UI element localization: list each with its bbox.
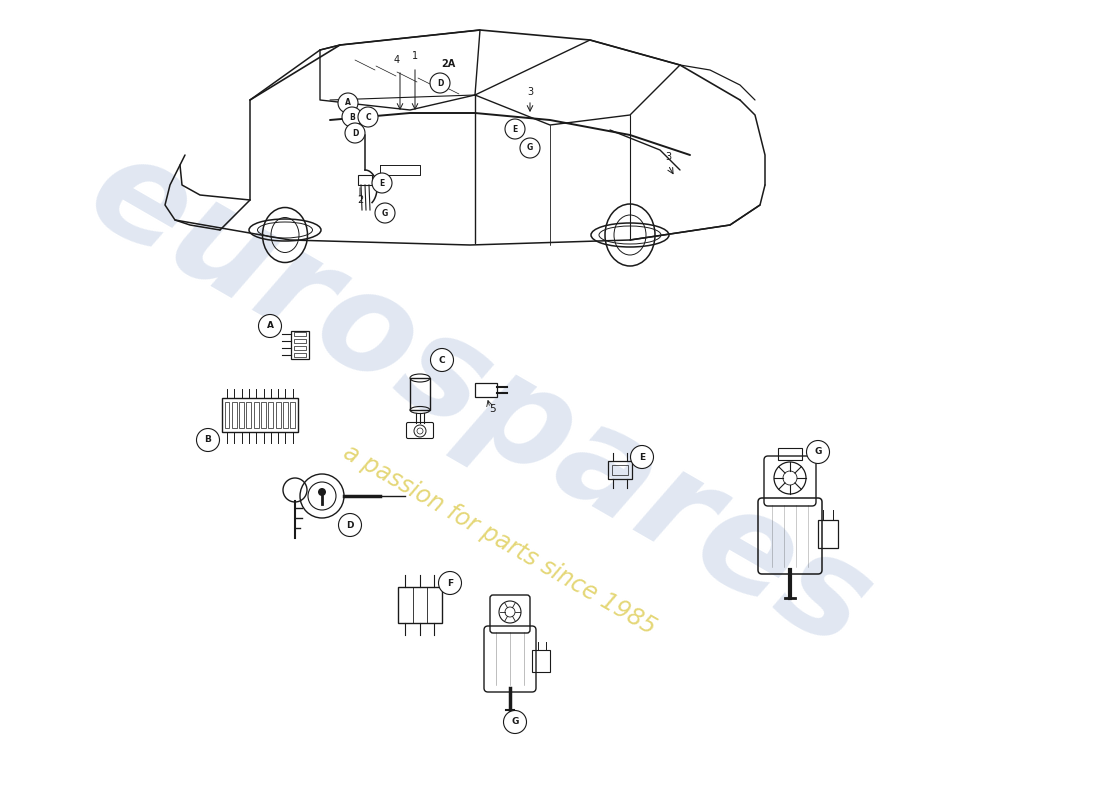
Text: eurospares: eurospares — [66, 122, 894, 678]
Text: B: B — [349, 113, 355, 122]
Text: E: E — [639, 453, 645, 462]
Text: G: G — [382, 209, 388, 218]
Circle shape — [504, 710, 527, 734]
Circle shape — [430, 73, 450, 93]
Circle shape — [439, 571, 462, 594]
Circle shape — [358, 107, 378, 127]
Bar — [254, 402, 258, 428]
Bar — [532, 650, 550, 672]
Bar — [294, 353, 306, 357]
Circle shape — [505, 119, 525, 139]
Bar — [224, 402, 230, 428]
Text: D: D — [346, 521, 354, 530]
Circle shape — [375, 203, 395, 223]
Bar — [261, 402, 266, 428]
Bar — [268, 402, 273, 428]
Bar — [818, 520, 838, 548]
Text: F: F — [447, 578, 453, 587]
Text: G: G — [527, 143, 534, 153]
Text: 2: 2 — [356, 195, 363, 205]
Bar — [612, 465, 628, 475]
Bar — [398, 587, 442, 623]
Bar — [246, 402, 252, 428]
Circle shape — [339, 514, 362, 537]
Text: 3: 3 — [664, 152, 671, 162]
Bar — [232, 402, 236, 428]
Circle shape — [345, 123, 365, 143]
Text: C: C — [365, 113, 371, 122]
Text: 1: 1 — [411, 51, 418, 61]
Text: 3: 3 — [527, 87, 534, 97]
Bar — [290, 402, 295, 428]
Text: B: B — [205, 435, 211, 445]
Text: 4: 4 — [394, 55, 400, 65]
Text: G: G — [814, 447, 822, 457]
Circle shape — [520, 138, 540, 158]
Bar — [292, 331, 309, 359]
Bar — [475, 383, 497, 397]
Text: G: G — [512, 718, 519, 726]
Text: E: E — [379, 178, 385, 187]
Text: D: D — [437, 78, 443, 87]
Circle shape — [338, 93, 358, 113]
Bar — [294, 346, 306, 350]
Circle shape — [318, 488, 326, 496]
Circle shape — [630, 446, 653, 469]
Circle shape — [342, 107, 362, 127]
Bar — [294, 339, 306, 343]
Circle shape — [197, 429, 220, 451]
Text: C: C — [439, 355, 446, 365]
Text: E: E — [513, 125, 518, 134]
Bar — [239, 402, 244, 428]
Circle shape — [430, 349, 453, 371]
Text: A: A — [345, 98, 351, 107]
Text: D: D — [352, 129, 359, 138]
Bar — [294, 332, 306, 336]
Bar — [276, 402, 280, 428]
Bar — [283, 402, 288, 428]
Text: a passion for parts since 1985: a passion for parts since 1985 — [340, 440, 660, 640]
Bar — [778, 448, 802, 460]
Text: A: A — [266, 322, 274, 330]
Bar — [410, 378, 430, 410]
Bar — [358, 175, 372, 185]
Text: 2A: 2A — [441, 59, 455, 69]
Circle shape — [372, 173, 392, 193]
Circle shape — [806, 441, 829, 463]
Bar — [608, 461, 632, 479]
Text: 5: 5 — [490, 404, 496, 414]
Circle shape — [258, 314, 282, 338]
